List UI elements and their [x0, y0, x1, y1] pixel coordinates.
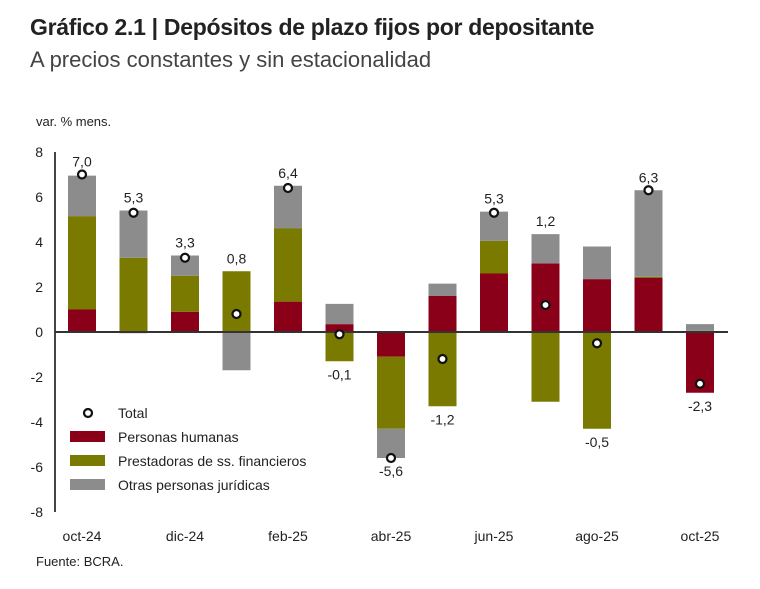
y-tick-label: -4: [31, 414, 44, 430]
legend-label: Personas humanas: [118, 429, 239, 445]
source-note: Fuente: BCRA.: [36, 554, 124, 569]
total-data-label: 6,4: [278, 165, 298, 181]
bar-otras-personas-jur-dicas: [634, 190, 663, 277]
total-marker: [231, 308, 242, 320]
total-marker: [488, 207, 500, 218]
bar-otras-personas-jur-dicas: [119, 210, 148, 258]
x-tick-label: abr-25: [371, 528, 412, 544]
total-marker: [591, 338, 603, 349]
legend-total-marker: [82, 407, 94, 419]
total-marker: [334, 329, 345, 340]
legend-label: Otras personas jurídicas: [118, 477, 270, 493]
total-data-label: -2,3: [688, 398, 712, 414]
total-marker: [128, 207, 139, 218]
bar-otras-personas-jur-dicas: [686, 324, 714, 331]
bar-prestadoras-de-ss-financieros: [274, 228, 302, 302]
y-tick-label: 0: [35, 324, 43, 340]
bar-personas-humanas: [325, 324, 354, 332]
bar-otras-personas-jur-dicas: [222, 332, 251, 371]
x-tick-label: dic-24: [166, 528, 204, 544]
bar-prestadoras-de-ss-financieros: [171, 275, 199, 312]
y-tick-label: -2: [31, 369, 44, 385]
bar-prestadoras-de-ss-financieros: [119, 257, 148, 332]
bar-prestadoras-de-ss-financieros: [634, 276, 663, 278]
legend-swatch: [70, 479, 105, 490]
bar-prestadoras-de-ss-financieros: [68, 216, 96, 310]
total-marker: [437, 353, 448, 365]
total-marker: [282, 182, 294, 194]
bar-otras-personas-jur-dicas: [531, 234, 560, 264]
bar-personas-humanas: [634, 278, 663, 332]
total-data-label: 3,3: [175, 235, 195, 251]
bar-personas-humanas: [377, 332, 405, 357]
total-marker: [643, 185, 654, 196]
bar-otras-personas-jur-dicas: [68, 175, 96, 217]
y-tick-label: 4: [35, 234, 43, 250]
y-axis-label: var. % mens.: [36, 114, 112, 129]
total-data-label: -0,1: [327, 366, 351, 382]
chart-subtitle: A precios constantes y sin estacionalida…: [30, 47, 432, 72]
y-tick-label: -8: [31, 504, 44, 520]
x-tick-label: jun-25: [474, 528, 514, 544]
bar-personas-humanas: [274, 301, 302, 332]
bar-personas-humanas: [480, 273, 508, 332]
x-tick-label: oct-25: [681, 528, 720, 544]
total-data-label: 0,8: [227, 250, 247, 266]
bar-otras-personas-jur-dicas: [583, 246, 611, 280]
total-data-label: 1,2: [536, 213, 556, 229]
total-data-label: -5,6: [379, 463, 403, 479]
y-tick-label: -6: [31, 459, 44, 475]
legend-label: Total: [118, 405, 148, 421]
total-data-label: 7,0: [72, 154, 92, 170]
bar-prestadoras-de-ss-financieros: [222, 271, 251, 332]
bar-personas-humanas: [68, 309, 96, 332]
total-marker: [179, 252, 191, 263]
total-data-label: 5,3: [484, 191, 504, 207]
total-data-label: 6,3: [639, 169, 659, 185]
total-data-label: -0,5: [585, 434, 609, 450]
bar-otras-personas-jur-dicas: [171, 255, 199, 276]
chart-title: Gráfico 2.1 | Depósitos de plazo fijos p…: [30, 14, 595, 40]
bar-prestadoras-de-ss-financieros: [531, 332, 560, 402]
x-tick-label: feb-25: [268, 528, 308, 544]
x-tick-label: ago-25: [575, 528, 619, 544]
total-data-label: 5,3: [124, 190, 144, 206]
total-marker: [540, 299, 551, 311]
bar-prestadoras-de-ss-financieros: [377, 356, 405, 429]
total-marker: [385, 452, 397, 464]
bar-personas-humanas: [583, 279, 611, 332]
bar-prestadoras-de-ss-financieros: [428, 332, 457, 407]
legend-label: Prestadoras de ss. financieros: [118, 453, 306, 469]
legend-swatch: [70, 455, 105, 466]
y-tick-label: 8: [35, 144, 43, 160]
total-data-label: -1,2: [430, 411, 454, 427]
bar-otras-personas-jur-dicas: [325, 303, 354, 325]
bar-prestadoras-de-ss-financieros: [480, 240, 508, 274]
bar-personas-humanas: [531, 263, 560, 332]
total-marker: [76, 169, 88, 180]
legend-swatch: [70, 431, 105, 442]
total-marker: [694, 378, 706, 389]
bar-otras-personas-jur-dicas: [428, 283, 457, 296]
y-tick-label: 2: [35, 279, 43, 295]
x-tick-label: oct-24: [63, 528, 102, 544]
bar-personas-humanas: [428, 296, 457, 332]
y-tick-label: 6: [35, 189, 43, 205]
bar-personas-humanas: [171, 311, 199, 332]
